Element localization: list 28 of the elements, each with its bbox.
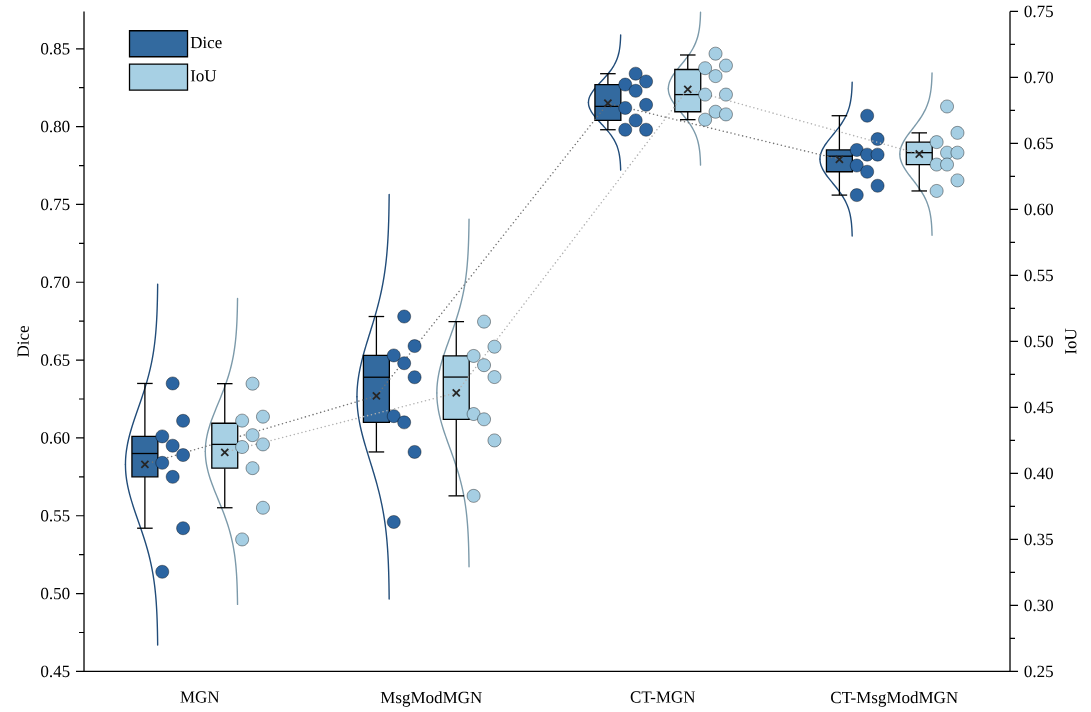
x-tick-label: CT-MGN	[630, 691, 696, 703]
y-tick-label: 0.65	[41, 354, 70, 366]
y-axis-title: Dice	[17, 325, 29, 357]
y2-tick-label: 0.50	[1024, 335, 1053, 347]
y-tick-label: 0.70	[41, 276, 70, 288]
y2-axis-title: IoU	[1065, 328, 1077, 354]
x-tick-label: MGN	[180, 691, 220, 703]
y-tick-label: 0.60	[41, 431, 70, 444]
y2-tick-label: 0.65	[1024, 137, 1053, 149]
y-tick-label: 0.75	[41, 198, 70, 211]
legend-label: IoU	[190, 70, 217, 82]
y2-tick-label: 0.35	[1024, 533, 1053, 545]
y2-tick-label: 0.75	[1024, 5, 1053, 17]
y-tick-label: 0.50	[41, 587, 70, 600]
y-tick-label: 0.85	[41, 42, 70, 55]
y2-tick-label: 0.40	[1024, 467, 1053, 479]
x-tick-label: MsgModMGN	[380, 691, 482, 707]
y2-tick-label: 0.30	[1024, 599, 1053, 611]
y2-tick-label: 0.45	[1024, 401, 1053, 413]
y2-tick-label: 0.55	[1024, 269, 1053, 281]
y-tick-label: 0.45	[41, 665, 70, 677]
y2-tick-label: 0.25	[1024, 665, 1053, 677]
y2-tick-label: 0.60	[1024, 203, 1053, 215]
legend-label: Dice	[190, 36, 222, 49]
y-tick-label: 0.55	[41, 509, 70, 522]
y-tick-label: 0.80	[41, 120, 70, 133]
x-tick-label: CT-MsgModMGN	[831, 691, 958, 707]
y2-tick-label: 0.70	[1024, 71, 1053, 83]
